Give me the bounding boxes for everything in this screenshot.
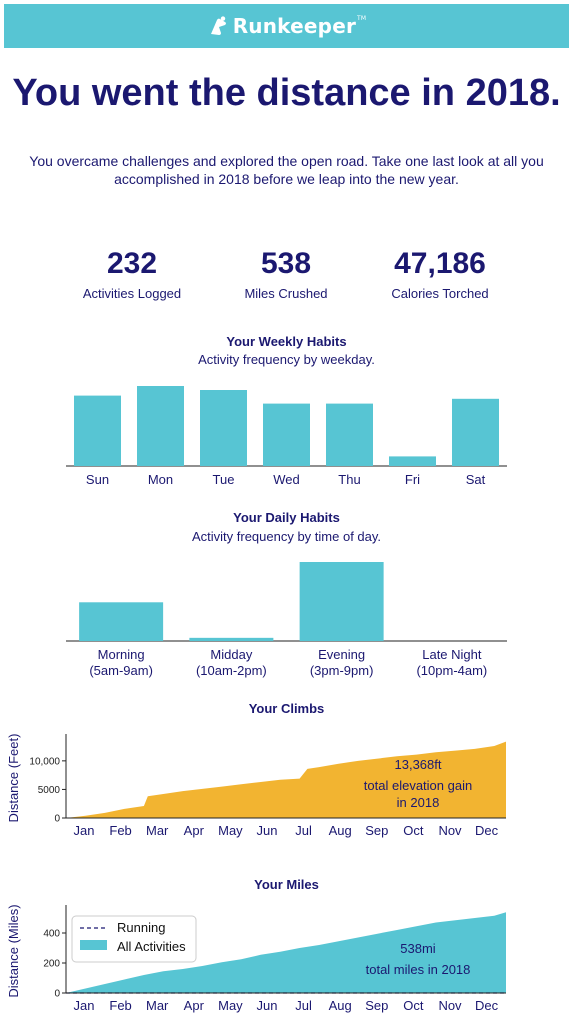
weekly-tick-label: Mon xyxy=(148,472,173,487)
climbs-month-label: Oct xyxy=(403,823,424,838)
daily-chart-subtitle: Activity frequency by time of day. xyxy=(191,529,382,544)
daily-tick-range: (5am-9am) xyxy=(89,663,153,678)
daily-bar-evening xyxy=(299,562,384,641)
header-banner: Runkeeper TM xyxy=(4,4,569,48)
miles-month-label: Jan xyxy=(74,998,95,1013)
stat-calories: 47,186 Calories Torched xyxy=(360,247,520,302)
climbs-month-label: Dec xyxy=(475,823,499,838)
climbs-annotation-value: 13,368ft xyxy=(395,757,442,772)
weekly-bar-wed xyxy=(263,403,310,466)
climbs-month-label: Nov xyxy=(438,823,462,838)
weekly-bar-sat xyxy=(452,398,499,466)
climbs-chart-title: Your Climbs xyxy=(248,701,325,716)
climbs-month-label: Feb xyxy=(109,823,131,838)
weekly-chart-subtitle: Activity frequency by weekday. xyxy=(198,352,375,367)
miles-month-label: Dec xyxy=(475,998,499,1013)
stat-label: Activities Logged xyxy=(82,286,182,301)
climbs-chart: 0 5000 10,000 Jan Feb Mar Apr May Jun Jul Aug Sep Oc… xyxy=(6,734,506,838)
miles-month-label: Nov xyxy=(438,998,462,1013)
miles-y-tick-label: 200 xyxy=(43,959,60,970)
weekly-chart-title: Your Weekly Habits xyxy=(226,334,347,349)
climbs-annotation-line1: total elevation gain xyxy=(364,778,472,793)
miles-month-label: Jul xyxy=(295,998,312,1013)
climbs-y-tick-label: 0 xyxy=(54,814,60,825)
weekly-bar-sun xyxy=(74,395,121,466)
miles-month-label: Oct xyxy=(403,998,424,1013)
brand-name: Runkeeper xyxy=(232,14,357,38)
stat-label: Miles Crushed xyxy=(244,286,328,301)
stat-value: 47,186 xyxy=(394,247,486,280)
climbs-month-label: Jan xyxy=(74,823,95,838)
weekly-tick-label: Tue xyxy=(213,472,235,487)
daily-bar-midday xyxy=(189,637,274,641)
climbs-month-label: Jul xyxy=(295,823,312,838)
stat-value: 232 xyxy=(106,247,158,280)
miles-y-axis-label: Distance (Miles) xyxy=(6,904,21,997)
weekly-habits-chart: Sun Mon Tue Wed Thu Fri Sat xyxy=(66,386,507,487)
climbs-y-tick-label: 5000 xyxy=(38,785,61,796)
climbs-y-axis-label: Distance (Feet) xyxy=(6,734,21,823)
miles-month-label: May xyxy=(218,998,243,1013)
daily-tick-label: Evening xyxy=(318,647,365,662)
stat-activities: 232 Activities Logged xyxy=(52,247,212,302)
stat-label: Calories Torched xyxy=(391,286,489,301)
weekly-tick-label: Sat xyxy=(466,472,486,487)
daily-tick-label: Morning xyxy=(98,647,145,662)
brand-logo[interactable]: Runkeeper TM xyxy=(207,14,367,38)
miles-y-tick-label: 0 xyxy=(54,989,60,1000)
miles-month-label: Feb xyxy=(109,998,131,1013)
legend-all-activities-swatch xyxy=(80,940,107,950)
weekly-bar-thu xyxy=(326,403,373,466)
climbs-annotation-line2: in 2018 xyxy=(397,795,440,810)
daily-tick-label: Midday xyxy=(210,647,252,662)
miles-chart: 0 200 400 Jan Feb Mar Apr May Jun Jul Aug Sep Oct Nov… xyxy=(6,904,506,1013)
page-title: You went the distance in 2018. xyxy=(12,72,561,114)
miles-area xyxy=(66,912,506,993)
miles-month-label: Sep xyxy=(365,998,388,1013)
miles-month-label: Mar xyxy=(146,998,169,1013)
miles-y-tick-label: 400 xyxy=(43,929,60,940)
miles-month-label: Aug xyxy=(329,998,352,1013)
daily-tick-range: (10am-2pm) xyxy=(196,663,267,678)
daily-habits-chart: Morning(5am-9am)Midday(10am-2pm)Evening(… xyxy=(66,562,507,678)
weekly-tick-label: Fri xyxy=(405,472,420,487)
stat-miles: 538 Miles Crushed xyxy=(206,247,366,302)
intro-line-2: accomplished in 2018 before we leap into… xyxy=(114,171,459,187)
climbs-month-label: Mar xyxy=(146,823,169,838)
daily-tick-range: (10pm-4am) xyxy=(416,663,487,678)
intro-line-1: You overcame challenges and explored the… xyxy=(29,153,544,169)
climbs-month-label: Apr xyxy=(184,823,205,838)
daily-chart-title: Your Daily Habits xyxy=(233,510,340,525)
runkeeper-logo-icon xyxy=(210,16,226,35)
climbs-month-label: Jun xyxy=(257,823,278,838)
climbs-area xyxy=(66,741,506,818)
weekly-tick-label: Thu xyxy=(338,472,360,487)
climbs-month-label: Sep xyxy=(365,823,388,838)
weekly-bar-tue xyxy=(200,390,247,466)
miles-annotation-value: 538mi xyxy=(400,941,436,956)
climbs-month-label: May xyxy=(218,823,243,838)
legend-running-label: Running xyxy=(117,920,165,935)
miles-annotation-line1: total miles in 2018 xyxy=(366,962,471,977)
daily-tick-range: (3pm-9pm) xyxy=(310,663,374,678)
brand-trademark: TM xyxy=(357,14,367,22)
climbs-month-label: Aug xyxy=(329,823,352,838)
weekly-bar-mon xyxy=(137,386,184,466)
miles-month-label: Jun xyxy=(257,998,278,1013)
miles-month-label: Apr xyxy=(184,998,205,1013)
weekly-bar-fri xyxy=(389,456,436,466)
stat-value: 538 xyxy=(260,247,312,280)
legend-all-activities-label: All Activities xyxy=(117,939,186,954)
intro-text: You overcame challenges and explored the… xyxy=(0,152,573,188)
miles-chart-title: Your Miles xyxy=(254,877,319,892)
daily-tick-label: Late Night xyxy=(422,647,482,662)
climbs-y-tick-label: 10,000 xyxy=(29,756,60,767)
daily-bar-morning xyxy=(79,602,164,641)
weekly-tick-label: Wed xyxy=(273,472,300,487)
weekly-tick-label: Sun xyxy=(86,472,109,487)
